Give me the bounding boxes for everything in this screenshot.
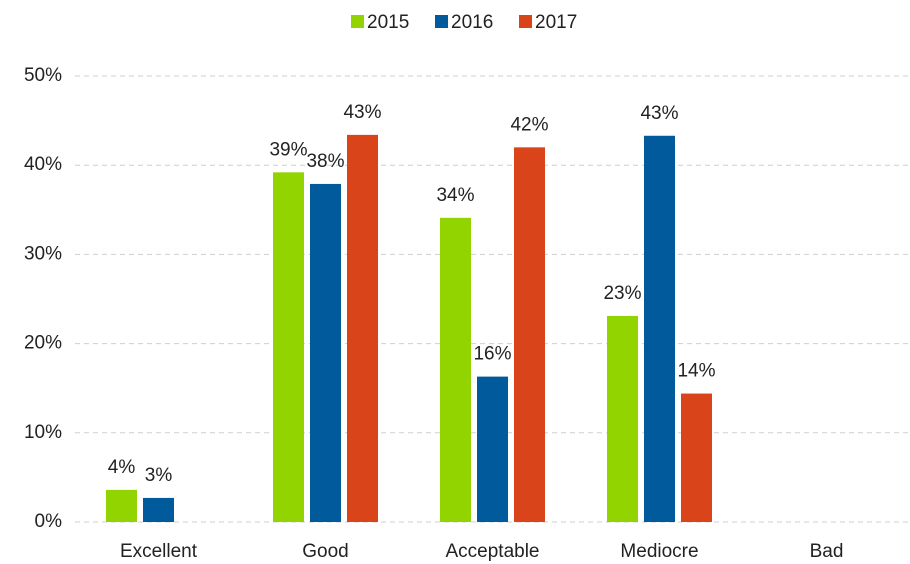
bar xyxy=(347,134,378,522)
legend-label: 2017 xyxy=(535,12,577,33)
data-label: 39% xyxy=(269,139,307,160)
bar xyxy=(681,393,712,522)
data-label: 38% xyxy=(306,151,344,172)
data-label: 43% xyxy=(343,102,381,123)
x-tick-label: Bad xyxy=(810,541,844,562)
data-label: 43% xyxy=(640,103,678,124)
bar xyxy=(514,147,545,523)
legend-swatch xyxy=(519,15,532,28)
data-label: 23% xyxy=(603,283,641,304)
data-label: 16% xyxy=(473,344,511,365)
bar xyxy=(143,497,174,522)
bar xyxy=(273,172,304,522)
data-label: 42% xyxy=(510,114,548,135)
y-tick-label: 40% xyxy=(24,154,62,175)
legend-label: 2016 xyxy=(451,12,493,33)
data-label: 34% xyxy=(436,185,474,206)
data-label: 14% xyxy=(677,361,715,382)
x-tick-label: Excellent xyxy=(120,541,198,562)
y-tick-label: 50% xyxy=(24,65,62,86)
x-tick-label: Good xyxy=(302,541,348,562)
bar xyxy=(477,376,508,522)
bar xyxy=(440,217,471,522)
data-label: 4% xyxy=(108,457,136,478)
y-tick-label: 30% xyxy=(24,243,62,264)
y-tick-label: 10% xyxy=(24,422,62,443)
x-tick-label: Mediocre xyxy=(620,541,698,562)
bar xyxy=(310,183,341,522)
legend-swatch xyxy=(351,15,364,28)
legend-label: 2015 xyxy=(367,12,409,33)
bar xyxy=(106,489,137,522)
bar xyxy=(644,135,675,522)
x-tick-label: Acceptable xyxy=(445,541,539,562)
y-tick-label: 20% xyxy=(24,333,62,354)
data-label: 3% xyxy=(145,465,173,486)
bar xyxy=(607,315,638,522)
legend-swatch xyxy=(435,15,448,28)
y-tick-label: 0% xyxy=(35,511,63,532)
